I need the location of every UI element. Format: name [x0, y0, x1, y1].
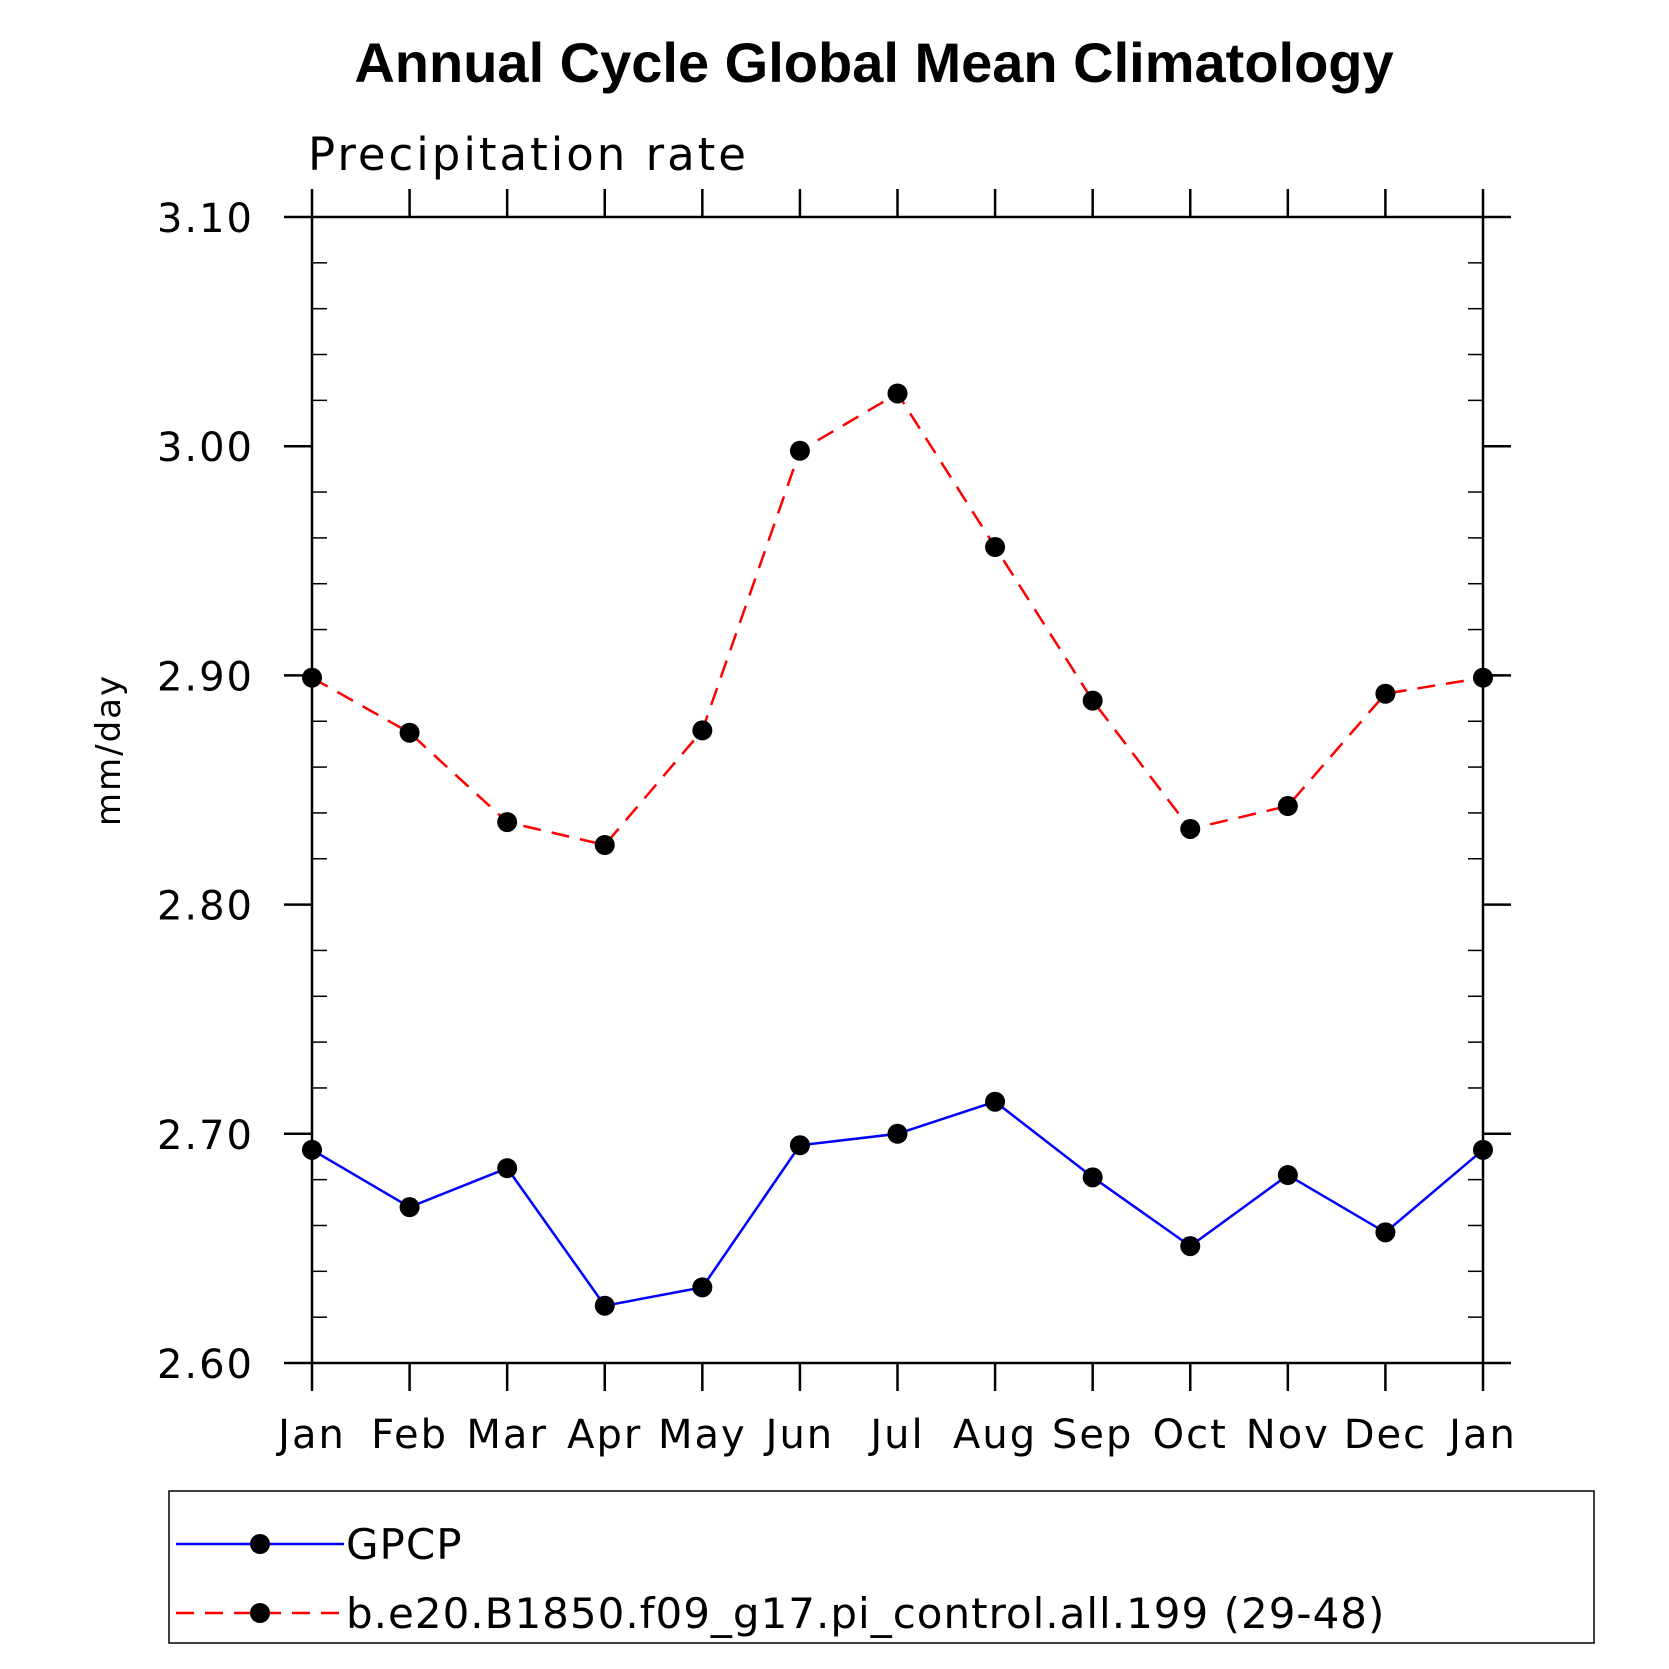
- data-point: [399, 722, 420, 743]
- data-point: [1277, 796, 1298, 817]
- data-point: [594, 835, 615, 856]
- y-tick-label: 2.70: [157, 1113, 254, 1159]
- y-tick-label: 3.00: [157, 425, 254, 471]
- data-point: [1473, 1139, 1493, 1160]
- x-tick-label: Feb: [371, 1412, 448, 1458]
- plot-axes: Jan Feb Mar Apr May Jun Jul Aug Sep Oct Nov Dec Jan 2…: [157, 189, 1517, 1458]
- data-point: [1082, 690, 1103, 711]
- x-tick-label: Jan: [1446, 1412, 1517, 1458]
- data-point: [1082, 1167, 1103, 1188]
- data-point: [399, 1197, 420, 1218]
- data-point: [1375, 1222, 1396, 1243]
- y-axis-label: mm/day: [89, 674, 129, 826]
- data-point: [302, 1139, 322, 1160]
- x-tick-label: Jul: [867, 1412, 924, 1458]
- data-point: [789, 440, 810, 461]
- y-tick-label: 2.90: [157, 654, 254, 700]
- data-point: [302, 667, 322, 688]
- x-tick-label: Aug: [953, 1412, 1037, 1458]
- chart-subtitle: Precipitation rate: [308, 128, 749, 181]
- x-tick-label: Oct: [1153, 1412, 1228, 1458]
- data-point: [1473, 667, 1493, 688]
- series-layer: [302, 383, 1493, 1316]
- data-point: [1180, 1236, 1201, 1257]
- x-tick-label: May: [658, 1412, 747, 1458]
- data-point: [887, 383, 908, 404]
- legend-label-0: GPCP: [346, 1520, 463, 1569]
- legend-marker: [250, 1603, 270, 1623]
- legend-marker: [250, 1534, 270, 1554]
- data-point: [1180, 818, 1201, 839]
- y-tick-label: 2.80: [157, 884, 254, 930]
- x-tick-label: Jun: [763, 1412, 835, 1458]
- data-point: [692, 1277, 713, 1298]
- data-point: [1277, 1165, 1298, 1186]
- legend-label-1: b.e20.B1850.f09_g17.pi_control.all.199 (…: [346, 1589, 1385, 1638]
- data-point: [887, 1123, 908, 1144]
- data-point: [594, 1295, 615, 1316]
- x-tick-label: Jan: [275, 1412, 346, 1458]
- x-tick-label: Apr: [567, 1412, 642, 1458]
- data-point: [692, 720, 713, 741]
- x-tick-label: Sep: [1052, 1412, 1133, 1458]
- y-tick-label: 2.60: [157, 1342, 254, 1388]
- chart-title: Annual Cycle Global Mean Climatology: [354, 31, 1393, 94]
- x-tick-label: Mar: [466, 1412, 547, 1458]
- data-point: [497, 812, 518, 833]
- data-point: [497, 1158, 518, 1179]
- x-tick-label: Dec: [1344, 1412, 1427, 1458]
- legend-box: [168, 1490, 1595, 1644]
- series-line-1: [311, 391, 1484, 847]
- y-tick-label: 3.10: [157, 196, 254, 242]
- data-point: [985, 537, 1006, 558]
- x-tick-label: Nov: [1246, 1412, 1330, 1458]
- data-point: [985, 1091, 1006, 1112]
- data-point: [1375, 683, 1396, 704]
- data-point: [789, 1135, 810, 1156]
- legend: GPCP b.e20.B1850.f09_g17.pi_control.all.1…: [168, 1490, 1595, 1644]
